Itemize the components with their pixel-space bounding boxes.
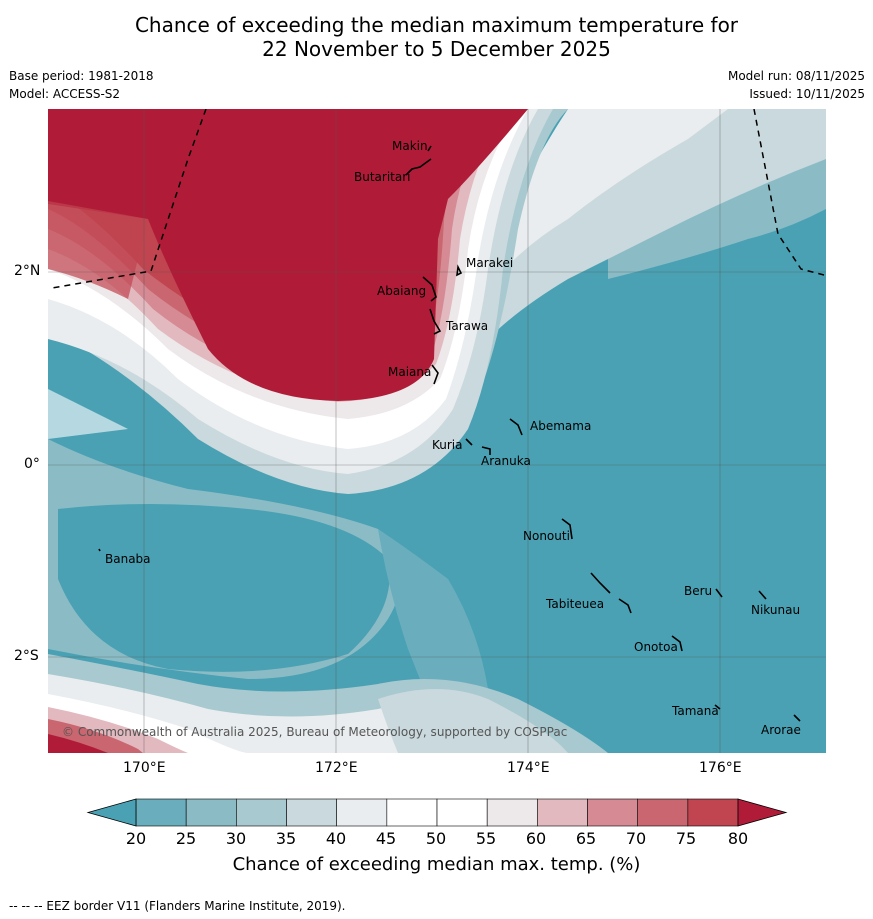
colorbar-box-50: [436, 798, 488, 827]
contour-layer: [48, 109, 826, 753]
colorbar-label-80: 80: [727, 829, 749, 848]
eez-footnote: -- -- -- EEZ border V11 (Flanders Marine…: [9, 899, 346, 913]
place-label-nonouti: Nonouti: [523, 529, 570, 543]
colorbar-label-75: 75: [675, 829, 697, 848]
colorbar: [86, 798, 788, 827]
colorbar-label-50: 50: [425, 829, 447, 848]
map-title-line2: 22 November to 5 December 2025: [262, 37, 611, 61]
colorbar-box-20: [135, 798, 187, 827]
colorbar-label-40: 40: [325, 829, 347, 848]
island-labels: Makin Butaritari Marakei Abaiang Tarawa …: [105, 139, 801, 737]
place-label-aranuka: Aranuka: [481, 454, 531, 468]
place-label-butaritari: Butaritari: [354, 170, 411, 184]
eez-border: [51, 109, 825, 289]
lon-label-176e: 176°E: [699, 760, 742, 776]
island-outlines: [98, 145, 801, 722]
lat-label-2n: 2°N: [14, 263, 41, 279]
lat-label-0: 0°: [24, 456, 40, 472]
place-label-abaiang: Abaiang: [377, 284, 426, 298]
lon-label-174e: 174°E: [507, 760, 550, 776]
place-label-makin: Makin: [392, 139, 428, 153]
model-name: Model: ACCESS-S2: [9, 87, 121, 101]
colorbar-title: Chance of exceeding median max. temp. (%…: [232, 854, 641, 875]
colorbar-box-55: [486, 798, 538, 827]
colorbar-label-70: 70: [625, 829, 647, 848]
probability-map: Makin Butaritari Marakei Abaiang Tarawa …: [48, 109, 826, 753]
colorbar-label-20: 20: [125, 829, 147, 848]
colorbar-high-extend: [737, 798, 788, 827]
graticule: [48, 109, 826, 753]
colorbar-boxes: [135, 798, 739, 827]
colorbar-low-extend: [86, 798, 137, 827]
place-label-tabiteuea: Tabiteuea: [545, 597, 604, 611]
colorbar-label-30: 30: [225, 829, 247, 848]
place-label-banaba: Banaba: [105, 552, 151, 566]
lon-label-172e: 172°E: [315, 760, 358, 776]
lat-label-2s: 2°S: [14, 648, 39, 664]
lon-label-170e: 170°E: [123, 760, 166, 776]
map-title-line1: Chance of exceeding the median maximum t…: [134, 13, 739, 37]
place-label-maiana: Maiana: [388, 365, 431, 379]
place-label-nikunau: Nikunau: [751, 603, 800, 617]
colorbar-label-25: 25: [175, 829, 197, 848]
colorbar-box-65: [587, 798, 638, 827]
model-run: Model run: 08/11/2025: [727, 69, 865, 83]
colorbar-label-35: 35: [275, 829, 297, 848]
colorbar-label-45: 45: [375, 829, 397, 848]
place-label-arorae: Arorae: [761, 723, 801, 737]
place-label-kuria: Kuria: [432, 438, 463, 452]
colorbar-label-55: 55: [475, 829, 497, 848]
colorbar-label-65: 65: [575, 829, 597, 848]
issued-date: Issued: 10/11/2025: [749, 87, 865, 101]
colorbar-box-40: [336, 798, 388, 827]
place-label-tarawa: Tarawa: [445, 319, 488, 333]
copyright-notice: © Commonwealth of Australia 2025, Bureau…: [62, 725, 567, 739]
colorbar-box-35: [286, 798, 337, 827]
colorbar-box-25: [185, 798, 237, 827]
place-label-tamana: Tamana: [671, 704, 719, 718]
colorbar-box-30: [236, 798, 287, 827]
colorbar-box-45: [386, 798, 438, 827]
base-period: Base period: 1981-2018: [9, 69, 154, 83]
colorbar-box-70: [637, 798, 689, 827]
colorbar-box-60: [537, 798, 588, 827]
place-label-beru: Beru: [684, 584, 712, 598]
colorbar-box-75: [687, 798, 739, 827]
place-label-marakei: Marakei: [466, 256, 513, 270]
place-label-onotoa: Onotoa: [634, 640, 678, 654]
place-label-abemama: Abemama: [530, 419, 591, 433]
colorbar-label-60: 60: [525, 829, 547, 848]
